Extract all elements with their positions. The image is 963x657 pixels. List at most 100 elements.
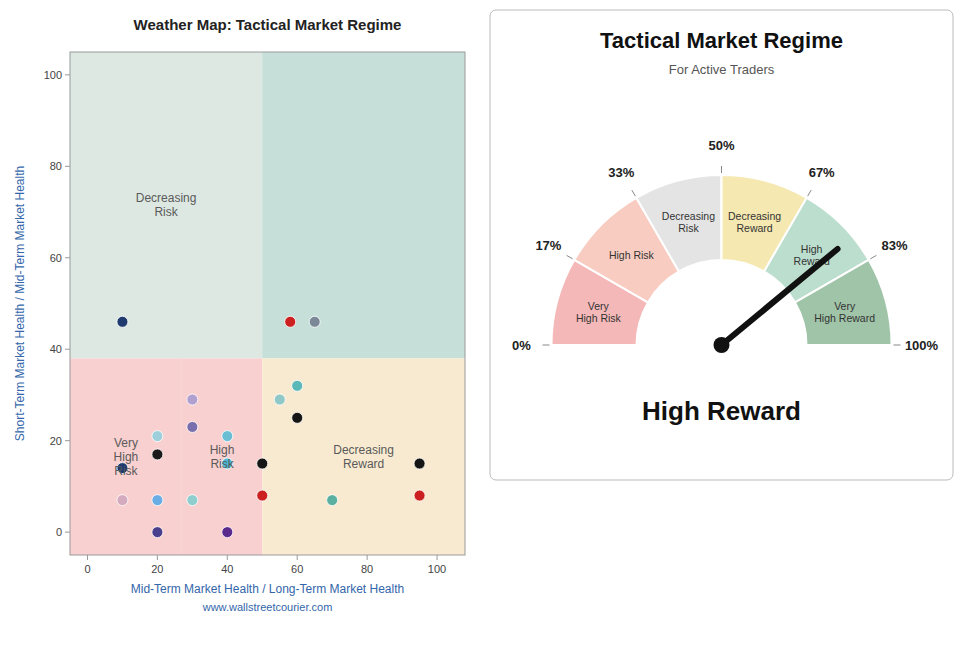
plot-frame	[70, 52, 465, 555]
needle-hub	[714, 337, 730, 353]
chart-canvas: Weather Map: Tactical Market Regime Decre…	[0, 0, 963, 657]
segment-label: VeryHigh Risk	[576, 300, 622, 324]
scatter-point	[414, 490, 425, 501]
plot-area	[70, 52, 465, 555]
x-axis-label: Mid-Term Market Health / Long-Term Marke…	[131, 582, 404, 596]
text-line: Reward	[736, 222, 772, 234]
x-tick-label: 40	[221, 563, 233, 575]
scatter-point	[292, 412, 303, 423]
y-tick-label: 20	[50, 435, 62, 447]
y-tick-label: 0	[56, 526, 62, 538]
annotation: www.wallstreetcourier.com	[202, 601, 333, 613]
text-line: Risk	[678, 222, 699, 234]
segment-label: DecreasingReward	[728, 210, 781, 234]
gauge-chart: Tactical Market Regime For Active Traders…	[490, 10, 953, 480]
y-tick-label: 60	[50, 252, 62, 264]
x-tick	[297, 555, 298, 560]
scatter-point	[222, 431, 233, 442]
text-line: Risk	[210, 457, 234, 471]
region-label: VeryHighRisk	[114, 436, 139, 478]
text-line: Very	[588, 300, 610, 312]
scatter-point	[187, 394, 198, 405]
text-line: High Reward	[814, 312, 875, 324]
scatter-point	[292, 380, 303, 391]
scatter-point	[414, 458, 425, 469]
gauge-tick-label: 0%	[512, 338, 531, 353]
text-line: High	[801, 243, 823, 255]
region-label: DecreasingRisk	[136, 191, 197, 219]
scatter-point	[274, 394, 285, 405]
x-tick	[367, 555, 368, 560]
gauge-reading: High Reward	[642, 396, 801, 426]
y-axis-label: Short-Term Market Health / Mid-Term Mark…	[13, 166, 27, 441]
gauge-tick	[632, 190, 636, 196]
scatter-point	[327, 495, 338, 506]
x-tick-label: 80	[361, 563, 373, 575]
y-tick	[65, 532, 70, 533]
region	[70, 358, 182, 555]
scatter-point	[117, 316, 128, 327]
gauge-tick-label: 100%	[905, 338, 939, 353]
region-label: DecreasingReward	[333, 443, 394, 471]
x-tick-label: 20	[151, 563, 163, 575]
region	[262, 52, 465, 358]
scatter-point	[257, 490, 268, 501]
chart-subtitle: For Active Traders	[669, 62, 775, 77]
text-line: Decreasing	[333, 443, 394, 457]
y-tick	[65, 349, 70, 350]
gauge-tick-label: 67%	[809, 165, 835, 180]
y-tick	[65, 166, 70, 167]
text-line: High	[210, 443, 235, 457]
text-line: Reward	[343, 457, 384, 471]
text-line: High Risk	[609, 249, 655, 261]
region	[262, 358, 465, 555]
gauge-tick	[543, 345, 550, 346]
scatter-point	[285, 316, 296, 327]
y-tick-label: 100	[44, 69, 62, 81]
gauge-tick	[721, 166, 722, 173]
text-line: Decreasing	[662, 210, 715, 222]
scatter-point	[152, 449, 163, 460]
gauge-tick	[808, 190, 812, 196]
x-tick	[157, 555, 158, 560]
x-tick	[227, 555, 228, 560]
text-line: High Risk	[576, 312, 622, 324]
scatter-chart: Weather Map: Tactical Market Regime Decre…	[13, 16, 465, 613]
x-tick-label: 60	[291, 563, 303, 575]
text-line: Very	[834, 300, 856, 312]
gauge-tick	[870, 255, 876, 259]
text-line: Risk	[114, 464, 138, 478]
gauge-tick	[567, 255, 573, 259]
x-tick-label: 100	[428, 563, 446, 575]
gauge-needle	[722, 249, 838, 345]
y-tick	[65, 440, 70, 441]
gauge-tick-label: 50%	[708, 138, 734, 153]
text-line: Decreasing	[136, 191, 197, 205]
scatter-point	[257, 458, 268, 469]
x-tick	[87, 555, 88, 560]
scatter-point	[222, 527, 233, 538]
gauge-panel	[490, 10, 953, 480]
scatter-point	[152, 527, 163, 538]
page: {"chart_data": [ {"type": "scatter", "ti…	[0, 0, 963, 657]
segment-label: VeryHigh Reward	[814, 300, 875, 324]
gauge-tick-label: 17%	[535, 238, 561, 253]
region-label: HighRisk	[210, 443, 235, 471]
segment-label: DecreasingRisk	[662, 210, 715, 234]
y-tick	[65, 74, 70, 75]
scatter-point	[187, 495, 198, 506]
gauge-tick-label: 33%	[608, 165, 634, 180]
scatter-point	[152, 495, 163, 506]
y-tick-label: 80	[50, 160, 62, 172]
region	[182, 358, 262, 555]
scatter-point	[117, 495, 128, 506]
gauge-tick-label: 83%	[882, 238, 908, 253]
chart-title: Weather Map: Tactical Market Regime	[134, 16, 402, 33]
text-line: Very	[114, 436, 138, 450]
x-tick-label: 0	[84, 563, 90, 575]
scatter-point	[309, 316, 320, 327]
text-line: High	[114, 450, 139, 464]
segment-label: High Risk	[609, 249, 655, 261]
scatter-point	[152, 431, 163, 442]
chart-title: Tactical Market Regime	[600, 28, 843, 53]
